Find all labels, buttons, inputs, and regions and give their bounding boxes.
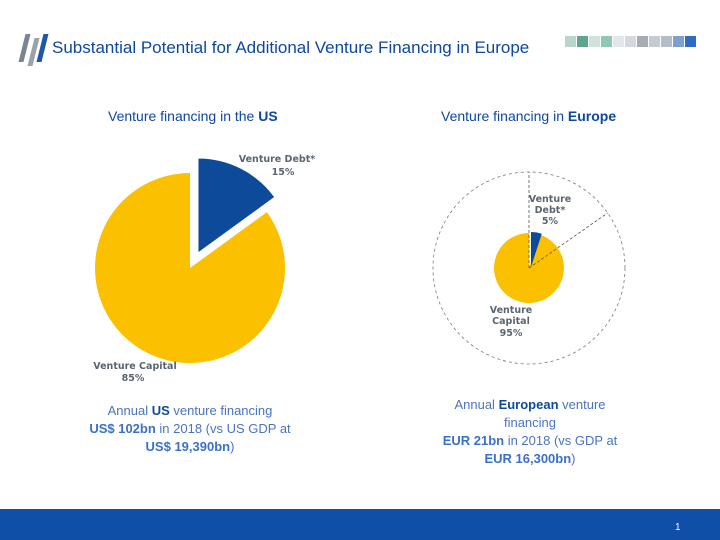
us-summary-mid1: venture financing — [169, 403, 273, 418]
europe-label-capital-value: 95% — [500, 328, 523, 339]
header-square — [649, 36, 660, 47]
europe-label-debt-value: 5% — [542, 216, 559, 227]
europe-heading-bold: Europe — [567, 108, 617, 124]
europe-summary-gdp: EUR 16,300bn — [484, 451, 572, 466]
us-label-debt-value: 15% — [272, 167, 295, 178]
us-label-debt-name: Venture Debt* — [239, 154, 315, 165]
europe-label-debt-name-2: Debt* — [535, 205, 566, 216]
us-slice-venture-capital — [94, 173, 285, 364]
page-title: Substantial Potential for Additional Ven… — [52, 38, 530, 57]
header-square — [565, 36, 576, 47]
header-square — [685, 36, 696, 47]
header-square — [625, 36, 636, 47]
header-square — [673, 36, 684, 47]
us-summary-suffix: ) — [230, 439, 235, 454]
europe-label-debt-name-1: Venture — [529, 194, 571, 205]
europe-summary-mid2: in 2018 (vs GDP at — [504, 433, 618, 448]
europe-zoom-line-2 — [528, 212, 608, 269]
europe-summary-amount: EUR 21bn — [442, 433, 505, 448]
europe-summary: Annual European venture financing EUR 21… — [430, 396, 630, 468]
europe-heading: Venture financing in Europe — [441, 108, 616, 124]
us-summary: Annual US venture financing US$ 102bn in… — [70, 402, 310, 456]
us-slice-venture-debt — [197, 157, 276, 254]
us-summary-bold1: US — [151, 403, 170, 418]
header-square — [661, 36, 672, 47]
europe-summary-suffix: ) — [571, 451, 576, 466]
europe-summary-bold1: European — [498, 397, 559, 412]
header-square — [601, 36, 612, 47]
header-square — [577, 36, 588, 47]
header-square — [613, 36, 624, 47]
europe-label-capital-name-1: Venture — [490, 305, 532, 316]
us-label-capital-value: 85% — [122, 373, 145, 384]
europe-slice-venture-debt — [531, 232, 542, 267]
europe-summary-mid1: venture financing — [503, 397, 606, 430]
us-summary-gdp: US$ 19,390bn — [145, 439, 231, 454]
europe-summary-prefix: Annual — [454, 397, 499, 412]
header-square — [637, 36, 648, 47]
us-summary-prefix: Annual — [107, 403, 152, 418]
europe-label-capital-name-2: Capital — [492, 316, 530, 327]
footer-bar — [0, 509, 720, 540]
europe-heading-prefix: Venture financing in — [441, 108, 568, 124]
us-heading-prefix: Venture financing in the — [108, 108, 259, 124]
us-summary-mid2: in 2018 (vs US GDP at — [155, 421, 291, 436]
header-square — [589, 36, 600, 47]
page-number: 1 — [675, 522, 681, 533]
us-heading: Venture financing in the US — [108, 108, 278, 124]
us-heading-bold: US — [258, 108, 278, 124]
us-summary-amount: US$ 102bn — [89, 421, 156, 436]
us-label-capital-name: Venture Capital — [93, 361, 176, 372]
